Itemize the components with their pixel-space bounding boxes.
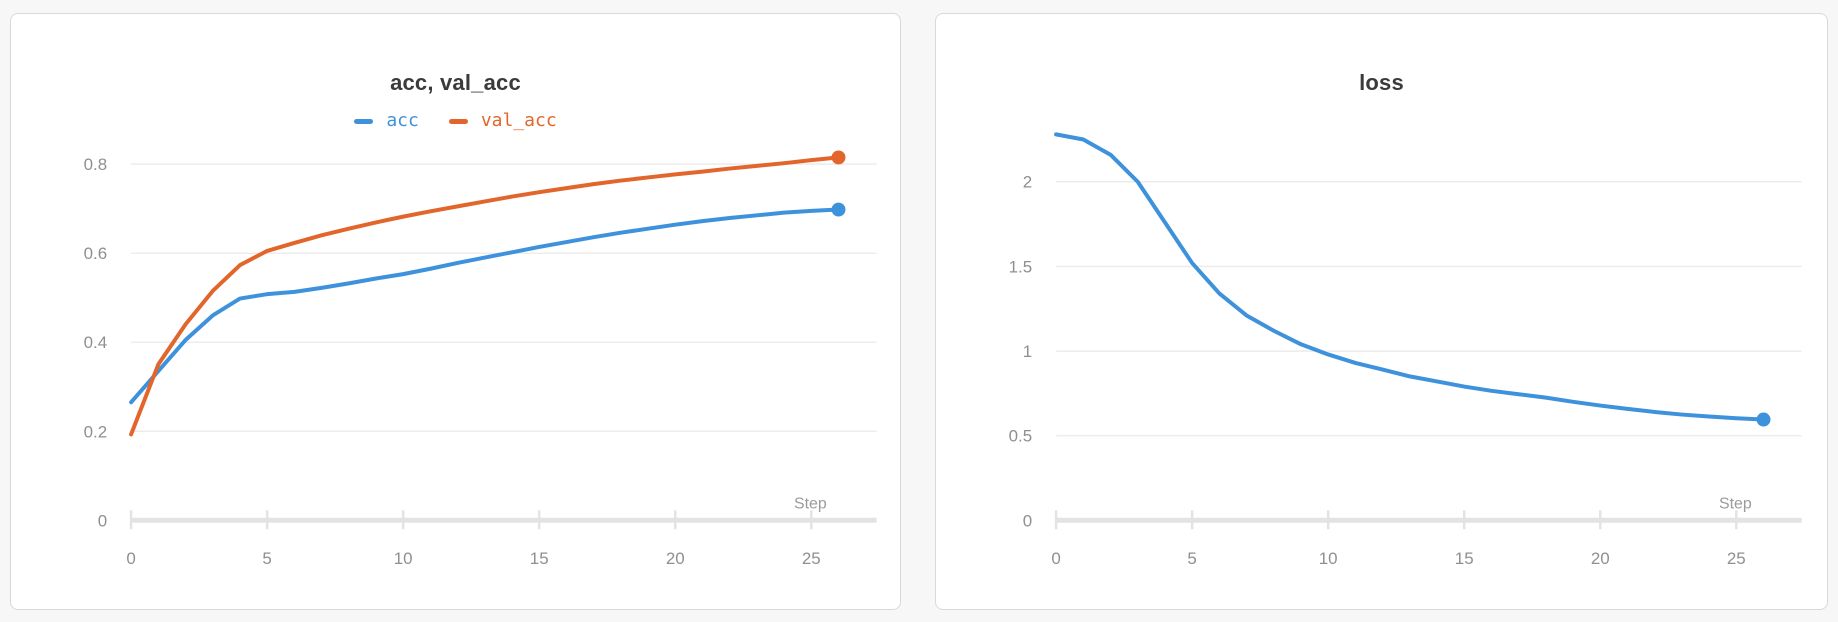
panel-loss[interactable]: loss 0 0.5 1 1.5 2 0 5 10 15 20 25 Step bbox=[935, 13, 1828, 610]
y-tick-label: 0 bbox=[1023, 511, 1032, 530]
series-endpoint-val_acc bbox=[831, 150, 846, 165]
legend-item-acc: acc bbox=[354, 110, 419, 132]
x-tick-label: 10 bbox=[1319, 549, 1338, 568]
chart-title-acc-val-acc: acc, val_acc bbox=[390, 70, 521, 95]
x-tick-label: 0 bbox=[126, 549, 135, 568]
y-tick-label: 0.2 bbox=[84, 422, 108, 441]
y-tick-label: 0.8 bbox=[84, 155, 108, 174]
legend-label-acc: acc bbox=[386, 110, 419, 131]
series-line-acc[interactable] bbox=[129, 207, 841, 405]
x-tick-label: 0 bbox=[1051, 549, 1060, 568]
y-tick-label: 1.5 bbox=[1009, 257, 1033, 276]
y-tick-label: 0 bbox=[98, 511, 107, 530]
acc-val-acc-line-chart[interactable]: 0 0.2 0.4 0.6 0.8 0 5 10 15 20 25 Step bbox=[11, 14, 900, 609]
x-tick-label: 25 bbox=[1727, 549, 1746, 568]
x-tick-label: 20 bbox=[1591, 549, 1610, 568]
legend-label-val-acc: val_acc bbox=[480, 110, 557, 131]
series-line-val_acc[interactable] bbox=[129, 155, 841, 437]
y-tick-label: 0.6 bbox=[84, 244, 108, 263]
x-tick-label: 10 bbox=[394, 549, 413, 568]
x-axis-label: Step bbox=[794, 495, 827, 512]
series-endpoint-acc bbox=[831, 202, 846, 217]
x-axis-label: Step bbox=[1719, 495, 1752, 512]
legend-swatch-acc bbox=[354, 118, 374, 124]
y-tick-label: 2 bbox=[1023, 173, 1032, 192]
panel-acc-val-acc[interactable]: acc, val_acc acc val_acc 0 0.2 0.4 0.6 0.8 0 5… bbox=[10, 13, 901, 610]
series-line-loss[interactable] bbox=[1054, 132, 1766, 422]
legend-item-val-acc: val_acc bbox=[448, 110, 557, 132]
y-tick-label: 1 bbox=[1023, 342, 1032, 361]
x-tick-label: 5 bbox=[262, 549, 271, 568]
x-tick-label: 20 bbox=[666, 549, 685, 568]
x-tick-label: 15 bbox=[1455, 549, 1474, 568]
x-tick-label: 15 bbox=[530, 549, 549, 568]
legend-swatch-val-acc bbox=[448, 118, 468, 124]
chart-title-loss: loss bbox=[1359, 70, 1404, 95]
x-tick-label: 5 bbox=[1187, 549, 1196, 568]
series-endpoint-loss bbox=[1756, 412, 1771, 427]
y-tick-label: 0.5 bbox=[1009, 427, 1033, 446]
chart-legend: acc val_acc bbox=[11, 108, 900, 134]
x-tick-label: 25 bbox=[802, 549, 821, 568]
y-tick-label: 0.4 bbox=[84, 333, 108, 352]
